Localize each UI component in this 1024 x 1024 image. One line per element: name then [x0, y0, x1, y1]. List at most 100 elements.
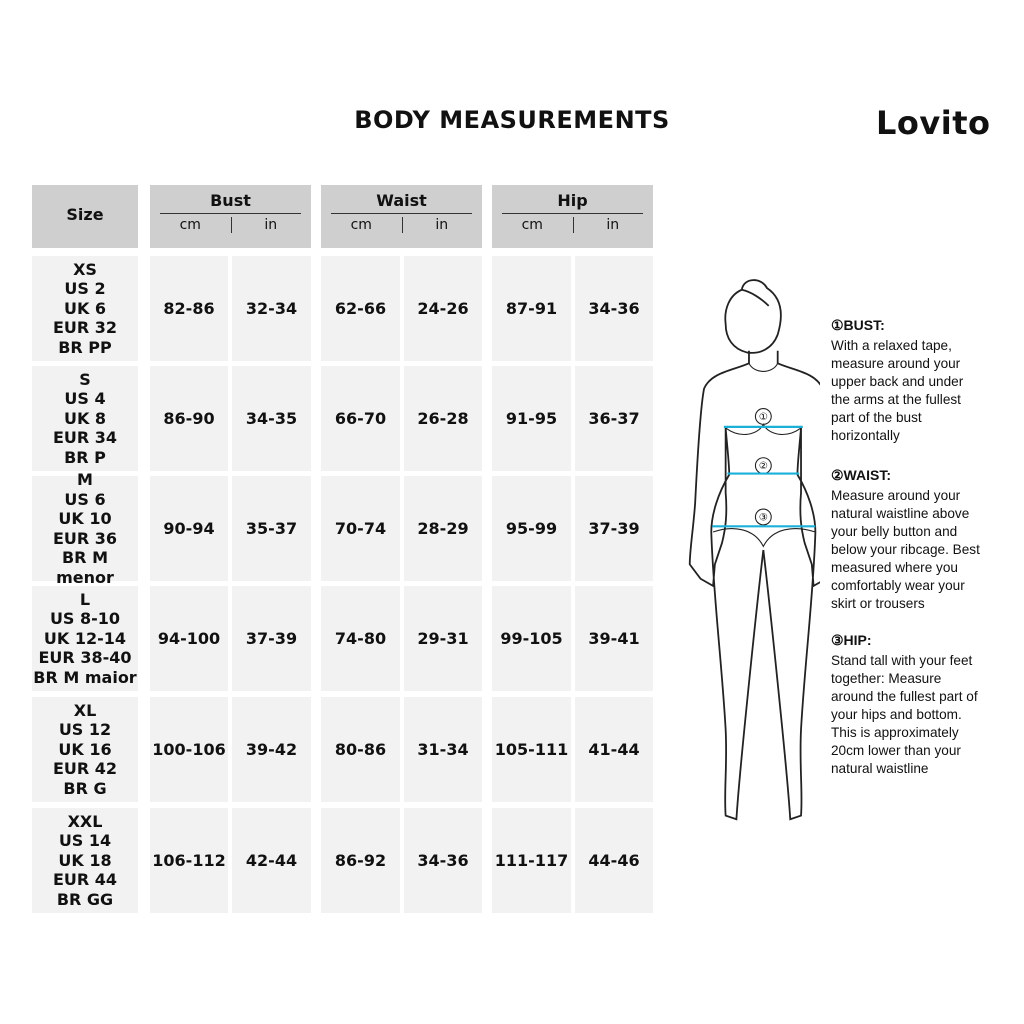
size-line: UK 8: [63, 408, 107, 428]
value-cell: 105-111: [492, 697, 571, 802]
value-cell: 70-74: [321, 476, 400, 581]
value-cell: 29-31: [404, 586, 482, 691]
size-line: EUR 36: [52, 528, 118, 548]
unit-cm: cm: [350, 217, 372, 233]
size-cell: M US 6 UK 10 EUR 36 BR M menor: [32, 470, 138, 587]
size-line: UK 18: [58, 850, 112, 870]
size-line: XS: [73, 259, 97, 279]
value-cell: 34-36: [404, 808, 482, 913]
unit-separator: [401, 217, 403, 233]
instruction-line: upper back and under: [831, 374, 964, 389]
value-cell: 100-106: [150, 697, 228, 802]
group-divider: [502, 213, 643, 214]
instruction-heading: ②WAIST:: [831, 467, 891, 483]
size-line: EUR 32: [52, 318, 118, 338]
size-line: EUR 44: [52, 870, 118, 890]
instruction-line: skirt or trousers: [831, 596, 925, 611]
value-cell: 87-91: [492, 256, 571, 361]
unit-in: in: [435, 217, 449, 233]
size-cell: S US 4 UK 8 EUR 34 BR P: [32, 366, 138, 471]
instruction-line: natural waistline: [831, 761, 929, 776]
instruction-line: horizontally: [831, 428, 900, 443]
value-cell: 35-37: [232, 476, 311, 581]
marker-2: ②: [759, 461, 768, 472]
size-line: US 4: [64, 389, 106, 409]
group-divider: [331, 213, 472, 214]
instruction-heading: ③HIP:: [831, 632, 872, 648]
group-label: Waist: [376, 191, 427, 210]
value-cell: 111-117: [492, 808, 571, 913]
size-line: BR G: [63, 778, 107, 798]
value-cell: 94-100: [150, 586, 228, 691]
instruction-line: part of the bust: [831, 410, 922, 425]
header-group-hip: Hip cm in: [492, 185, 653, 248]
marker-3: ③: [759, 513, 768, 524]
value-cell: 99-105: [492, 586, 571, 691]
size-line: UK 10: [58, 509, 112, 528]
value-cell: 41-44: [575, 697, 653, 802]
instruction-line: Measure around your: [831, 488, 961, 503]
value-cell: 90-94: [150, 476, 228, 581]
instruction-line: Stand tall with your feet: [831, 653, 973, 668]
value-cell: 26-28: [404, 366, 482, 471]
page-title: BODY MEASUREMENTS: [354, 106, 670, 134]
group-label: Bust: [210, 191, 251, 210]
size-header: Size: [32, 185, 138, 248]
instruction-2: ②WAIST: Measure around your natural waistl…: [831, 466, 980, 613]
body-figure: ① ② ③: [688, 279, 820, 821]
size-line: UK 6: [63, 298, 107, 318]
size-line: EUR 42: [52, 759, 118, 779]
instruction-line: your hips and bottom.: [831, 707, 962, 722]
size-line: UK 16: [58, 739, 112, 759]
size-line: US 12: [58, 720, 112, 740]
value-cell: 28-29: [404, 476, 482, 581]
unit-in: in: [606, 217, 620, 233]
size-cell: XS US 2 UK 6 EUR 32 BR PP: [32, 256, 138, 361]
value-cell: 42-44: [232, 808, 311, 913]
instruction-line: With a relaxed tape,: [831, 338, 952, 353]
unit-separator: [230, 217, 232, 233]
size-line: BR M maior: [33, 667, 137, 687]
instruction-line: 20cm lower than your: [831, 743, 961, 758]
size-line: BR P: [64, 447, 106, 467]
value-cell: 37-39: [575, 476, 653, 581]
unit-cm: cm: [521, 217, 543, 233]
instruction-line: comfortably wear your: [831, 578, 965, 593]
size-line: S: [79, 369, 91, 389]
value-cell: 32-34: [232, 256, 311, 361]
size-line: M: [77, 470, 93, 489]
unit-in: in: [264, 217, 278, 233]
instruction-line: measured where you: [831, 560, 958, 575]
value-cell: 39-42: [232, 697, 311, 802]
size-line: US 14: [58, 831, 112, 851]
size-header-label: Size: [66, 205, 104, 224]
size-line: XXL: [67, 811, 103, 831]
value-cell: 34-35: [232, 366, 311, 471]
value-cell: 74-80: [321, 586, 400, 691]
value-cell: 37-39: [232, 586, 311, 691]
value-cell: 106-112: [150, 808, 228, 913]
instruction-line: the arms at the fullest: [831, 392, 961, 407]
instruction-line: below your ribcage. Best: [831, 542, 980, 557]
size-line: BR M menor: [56, 548, 114, 587]
instruction-1: ①BUST: With a relaxed tape, measure around…: [831, 316, 963, 445]
value-cell: 86-90: [150, 366, 228, 471]
size-line: EUR 34: [52, 428, 118, 448]
instruction-line: your belly button and: [831, 524, 958, 539]
marker-1: ①: [759, 412, 768, 423]
instruction-line: measure around your: [831, 356, 961, 371]
instruction-line: This is approximately: [831, 725, 959, 740]
value-cell: 62-66: [321, 256, 400, 361]
instruction-line: together: Measure: [831, 671, 942, 686]
instruction-line: around the fullest part of: [831, 689, 978, 704]
size-cell: XXL US 14 UK 18 EUR 44 BR GG: [32, 808, 138, 913]
value-cell: 39-41: [575, 586, 653, 691]
value-cell: 31-34: [404, 697, 482, 802]
instruction-line: natural waistline above: [831, 506, 970, 521]
group-label: Hip: [557, 191, 588, 210]
instruction-3: ③HIP: Stand tall with your feet together: …: [831, 631, 978, 778]
value-cell: 80-86: [321, 697, 400, 802]
instruction-heading: ①BUST:: [831, 317, 885, 333]
size-line: BR GG: [56, 889, 114, 909]
size-line: UK 12-14: [43, 628, 127, 648]
